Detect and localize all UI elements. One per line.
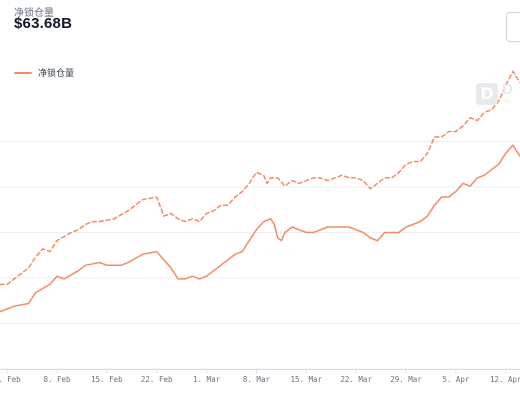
legend-swatch-line xyxy=(14,71,32,74)
legend-label: 净锁仓量 xyxy=(38,68,75,78)
x-tick-label: 8. Mar xyxy=(243,375,271,384)
x-tick-label: 1. Feb xyxy=(0,375,21,384)
series-line-dashed[interactable] xyxy=(0,70,520,286)
range-selector-button[interactable] xyxy=(506,12,520,42)
series-line-solid[interactable] xyxy=(0,144,520,313)
metric-label: 净锁仓量 xyxy=(14,8,54,19)
x-tick-label: 12. Apr xyxy=(490,375,520,384)
x-tick-label: 1. Mar xyxy=(193,375,221,384)
watermark-logo-icon: D xyxy=(476,82,498,105)
x-tick-label: 15. Mar xyxy=(290,375,322,384)
watermark-subtext: Yo xyxy=(502,98,510,105)
x-tick-label: 29. Mar xyxy=(390,375,422,384)
x-tick-label: 5. Apr xyxy=(442,375,470,384)
x-tick-label: 22. Mar xyxy=(340,375,372,384)
x-tick-label: 22. Feb xyxy=(141,375,173,384)
watermark-text: D xyxy=(502,81,513,98)
watermark: D D Yo xyxy=(476,82,513,105)
metric-value: $63.68B xyxy=(14,15,73,32)
x-tick-label: 8. Feb xyxy=(43,375,71,384)
chart-legend[interactable]: 净锁仓量 xyxy=(14,66,74,79)
x-tick-label: 15. Feb xyxy=(91,375,123,384)
